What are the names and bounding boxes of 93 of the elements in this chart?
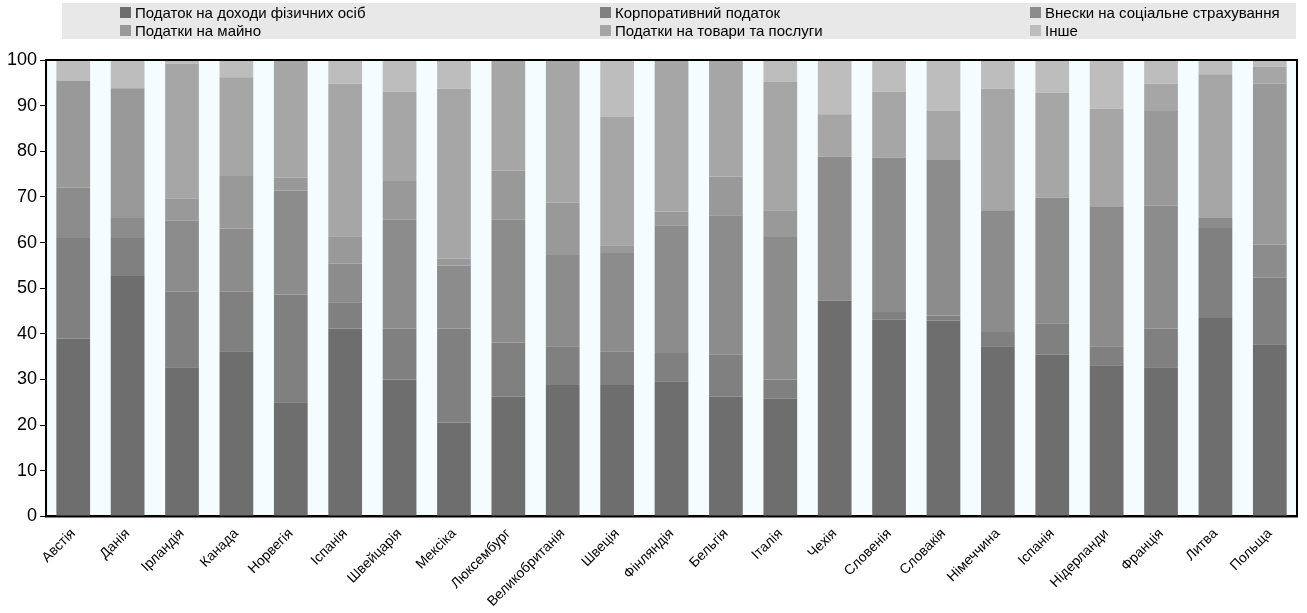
bar: [545, 60, 580, 203]
bar: [328, 236, 363, 264]
y-tick-label: 80: [17, 140, 38, 161]
bar: [817, 60, 852, 115]
y-tick-label: 20: [17, 414, 38, 435]
bar: [709, 176, 743, 216]
bar: [110, 275, 145, 516]
bar: [763, 81, 798, 211]
y-tick-label: 40: [17, 322, 38, 343]
bar: [817, 114, 852, 157]
bar: [165, 198, 199, 221]
bar: [817, 156, 852, 301]
bar: [926, 320, 961, 516]
bar: [1252, 344, 1287, 516]
bar: [165, 367, 199, 516]
bar: [1198, 60, 1233, 75]
y-tick-label: 50: [17, 277, 38, 298]
bar: [1144, 60, 1178, 84]
bar: [328, 83, 363, 237]
bar: [709, 396, 743, 516]
bar: [600, 60, 634, 118]
bar: [56, 338, 91, 516]
bar: [1089, 365, 1124, 516]
bar: [763, 398, 798, 516]
bar: [219, 351, 254, 516]
bar: [545, 384, 580, 516]
bar: [763, 210, 798, 238]
bar: [273, 402, 308, 516]
y-tick-label: 60: [17, 231, 38, 252]
bar: [165, 63, 199, 199]
legend-label: Податки на майно: [135, 21, 261, 39]
bar: [328, 328, 363, 516]
bar: [1144, 111, 1178, 206]
bar: [981, 346, 1015, 516]
bar: [273, 177, 308, 191]
bar: [654, 60, 689, 212]
bar: [600, 117, 634, 246]
bar: [600, 245, 634, 254]
bar: [1089, 108, 1124, 207]
bar: [600, 384, 634, 516]
bar: [763, 60, 798, 82]
bar: [654, 381, 689, 516]
bar: [817, 300, 852, 516]
bar: [545, 202, 580, 255]
y-tick-label: 30: [17, 368, 38, 389]
bar: [491, 170, 526, 220]
bar: [872, 91, 906, 158]
y-tick-label: 0: [27, 505, 38, 526]
bar: [1035, 354, 1070, 516]
bar: [1144, 367, 1178, 516]
bar: [1252, 83, 1287, 245]
y-tick-label: 100: [6, 48, 38, 69]
legend-label: Податок на доходи фізичних осіб: [135, 3, 366, 21]
bar: [981, 60, 1015, 89]
bar: [491, 60, 526, 171]
bar: [56, 60, 91, 81]
legend-label: Внески на соціальне страхування: [1045, 3, 1280, 21]
bar: [491, 396, 526, 516]
bar: [1252, 66, 1287, 84]
bar: [437, 60, 471, 89]
legend-label: Податки на товари та послуги: [615, 21, 823, 39]
bar: [56, 80, 91, 188]
y-tick-label: 90: [17, 94, 38, 115]
bar: [1198, 74, 1233, 218]
bar: [872, 60, 906, 92]
bar: [872, 319, 906, 516]
legend-label: Інше: [1045, 21, 1078, 39]
bar: [110, 88, 145, 218]
bar: [382, 91, 417, 181]
bar: [110, 60, 145, 89]
bar: [382, 180, 417, 220]
y-tick-label: 10: [17, 459, 38, 480]
y-tick-label: 70: [17, 185, 38, 206]
bar: [219, 77, 254, 176]
bar: [437, 422, 471, 516]
bar: [437, 88, 471, 259]
bar: [219, 175, 254, 229]
bar: [382, 379, 417, 516]
bar: [709, 60, 743, 177]
bar: [654, 211, 689, 226]
bar: [1089, 60, 1124, 109]
bar: [1198, 317, 1233, 516]
bar: [273, 60, 308, 178]
bar: [328, 60, 363, 84]
bar: [1035, 60, 1070, 93]
bar: [1035, 92, 1070, 198]
bar: [926, 111, 961, 160]
bar: [382, 60, 417, 92]
bar: [926, 60, 961, 112]
bar: [981, 88, 1015, 211]
bar: [1144, 83, 1178, 112]
legend-label: Корпоративний податок: [615, 3, 781, 21]
bar: [219, 60, 254, 78]
